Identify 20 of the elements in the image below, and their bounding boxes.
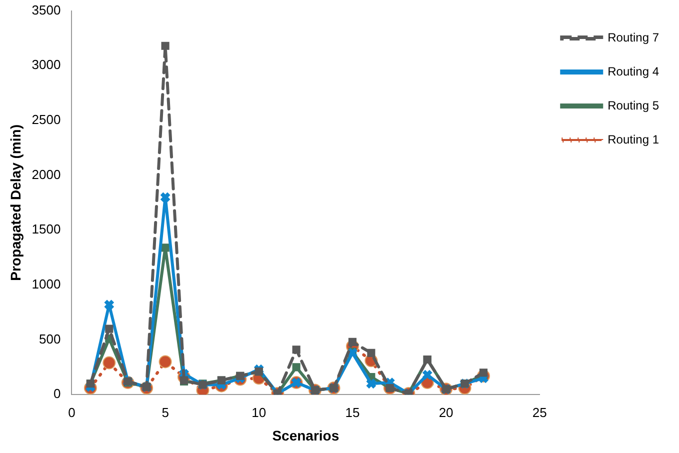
y-axis-title: Propagated Delay (min) <box>7 124 24 281</box>
y-tick-label: 3500 <box>32 2 61 18</box>
x-tick-label: 5 <box>162 404 169 420</box>
x-tick-label: 25 <box>532 404 547 420</box>
legend-label: Routing 7 <box>608 30 660 44</box>
y-tick-label: 3000 <box>32 57 61 72</box>
y-tick-label: 500 <box>39 331 61 346</box>
x-tick-label: 10 <box>252 404 266 420</box>
y-tick-label: 2500 <box>32 112 61 128</box>
x-axis-title: Scenarios <box>272 427 340 444</box>
legend-label: Routing 5 <box>608 98 660 112</box>
y-tick-label: 0 <box>53 386 61 402</box>
legend-label: Routing 1 <box>608 132 660 146</box>
y-tick-label: 1500 <box>32 222 61 237</box>
x-tick-label: 0 <box>68 404 76 420</box>
y-tick-label: 1000 <box>32 276 61 292</box>
x-tick-label: 15 <box>345 404 360 420</box>
legend-label: Routing 4 <box>608 64 660 78</box>
y-tick-label: 2000 <box>32 166 61 182</box>
x-tick-label: 20 <box>438 404 454 420</box>
